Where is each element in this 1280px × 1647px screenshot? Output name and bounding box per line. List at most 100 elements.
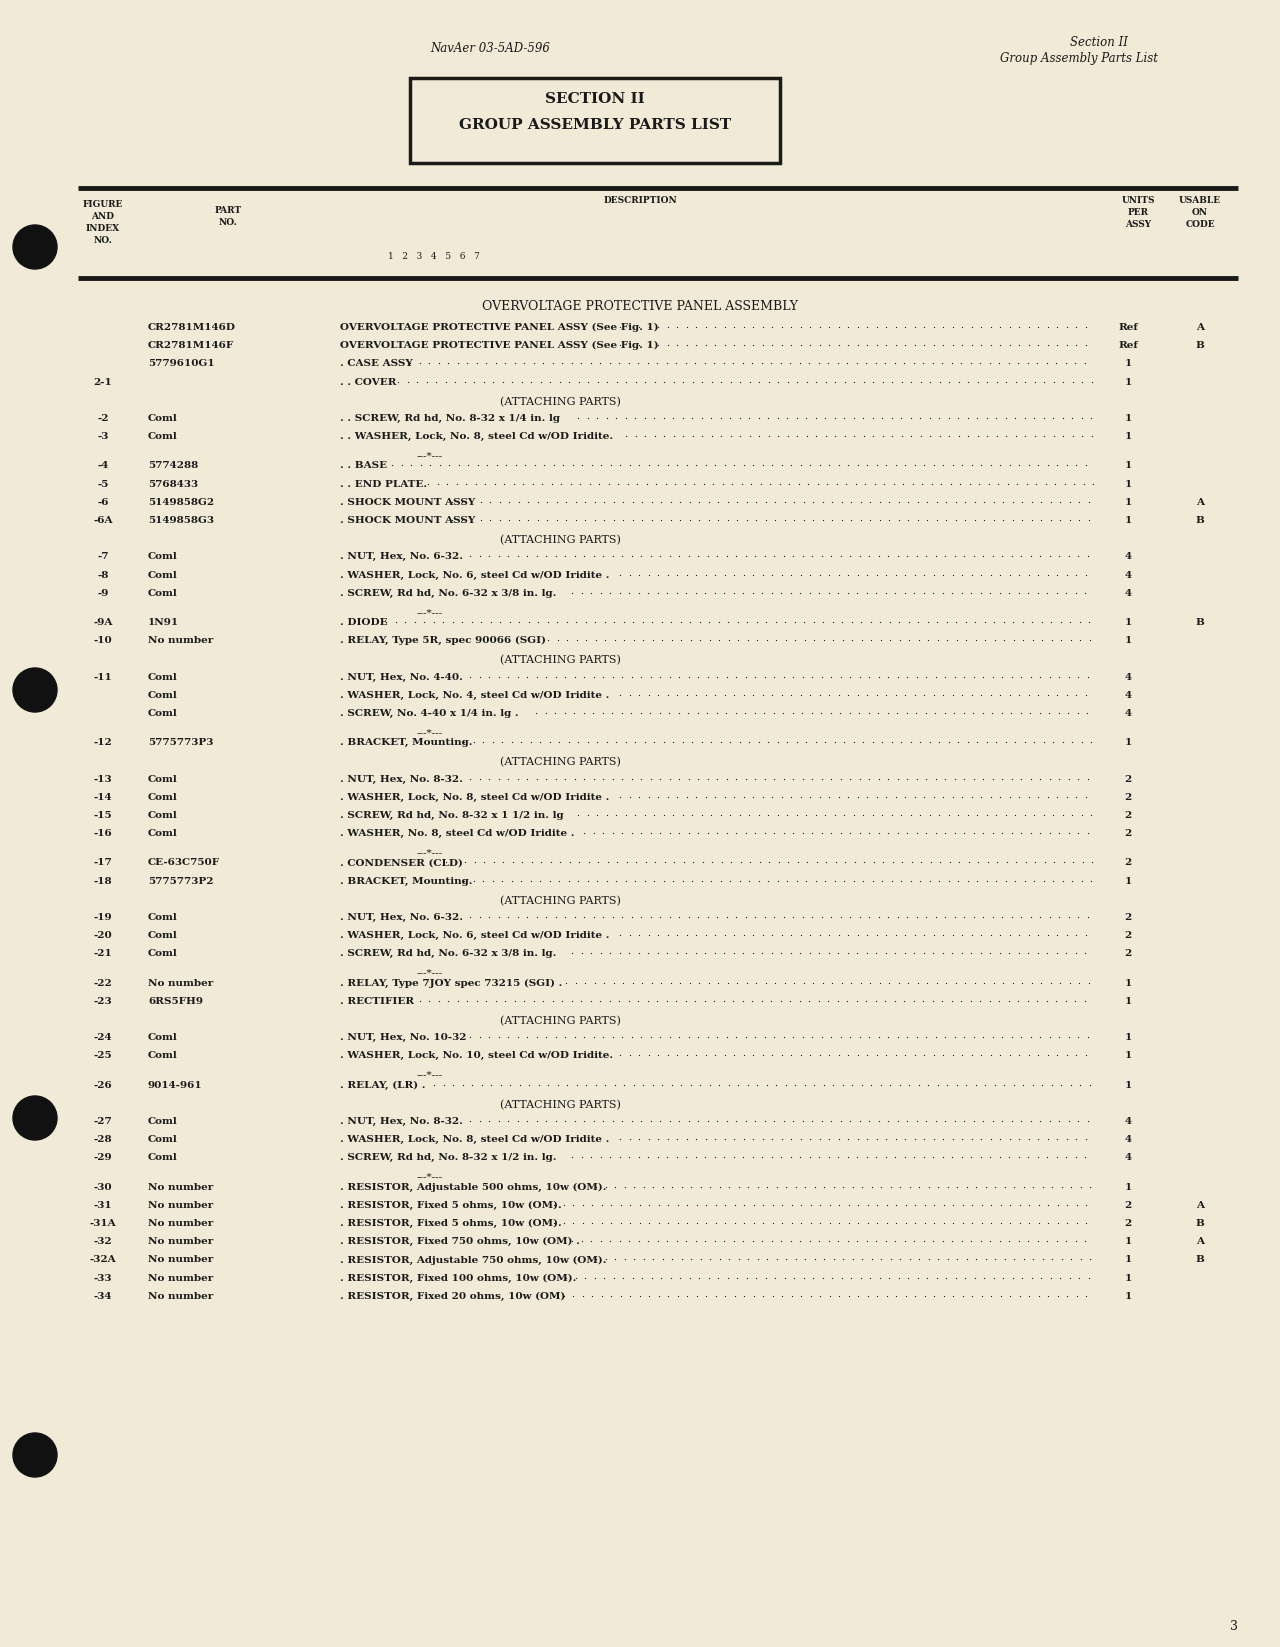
Text: -13: -13 <box>93 774 113 784</box>
Text: 2: 2 <box>1124 931 1132 940</box>
Text: . WASHER, Lock, No. 10, steel Cd w/OD Iridite.: . WASHER, Lock, No. 10, steel Cd w/OD Ir… <box>340 1051 613 1061</box>
Text: No number: No number <box>148 1201 214 1211</box>
Text: -32: -32 <box>93 1237 113 1247</box>
Text: -9A: -9A <box>93 618 113 628</box>
Text: Coml: Coml <box>148 1051 178 1061</box>
Text: -19: -19 <box>93 912 113 922</box>
Text: . SHOCK MOUNT ASSY: . SHOCK MOUNT ASSY <box>340 497 475 507</box>
Text: 2: 2 <box>1124 810 1132 820</box>
Text: 5149858G3: 5149858G3 <box>148 516 214 525</box>
Text: 1: 1 <box>1124 497 1132 507</box>
Text: . WASHER, Lock, No. 8, steel Cd w/OD Iridite .: . WASHER, Lock, No. 8, steel Cd w/OD Iri… <box>340 792 609 802</box>
Text: Coml: Coml <box>148 672 178 682</box>
Text: No number: No number <box>148 1237 214 1247</box>
Text: -24: -24 <box>93 1033 113 1043</box>
Text: 2-1: 2-1 <box>93 377 113 387</box>
Text: (ATTACHING PARTS): (ATTACHING PARTS) <box>499 896 621 906</box>
Text: ON: ON <box>1192 208 1208 217</box>
Circle shape <box>13 1433 58 1477</box>
Text: Coml: Coml <box>148 570 178 580</box>
Text: Coml: Coml <box>148 1033 178 1043</box>
Text: ---*---: ---*--- <box>417 728 443 738</box>
Text: . RESISTOR, Fixed 100 ohms, 10w (OM).: . RESISTOR, Fixed 100 ohms, 10w (OM). <box>340 1273 576 1283</box>
Text: 2: 2 <box>1124 1201 1132 1211</box>
Text: . BRACKET, Mounting.: . BRACKET, Mounting. <box>340 876 472 886</box>
Text: . NUT, Hex, No. 6-32.: . NUT, Hex, No. 6-32. <box>340 552 463 562</box>
Text: . SCREW, Rd hd, No. 6-32 x 3/8 in. lg.: . SCREW, Rd hd, No. 6-32 x 3/8 in. lg. <box>340 588 557 598</box>
Text: Coml: Coml <box>148 810 178 820</box>
Text: . RESISTOR, Fixed 5 ohms, 10w (OM).: . RESISTOR, Fixed 5 ohms, 10w (OM). <box>340 1201 562 1211</box>
Text: 4: 4 <box>1124 1153 1132 1163</box>
Text: (ATTACHING PARTS): (ATTACHING PARTS) <box>499 656 621 665</box>
Text: -23: -23 <box>93 996 113 1006</box>
Text: NO.: NO. <box>219 217 237 227</box>
Text: ---*---: ---*--- <box>417 451 443 461</box>
Text: 2: 2 <box>1124 858 1132 868</box>
Text: . BRACKET, Mounting.: . BRACKET, Mounting. <box>340 738 472 748</box>
Text: 1   2   3   4   5   6   7: 1 2 3 4 5 6 7 <box>388 252 480 260</box>
Text: . SCREW, Rd hd, No. 8-32 x 1/2 in. lg.: . SCREW, Rd hd, No. 8-32 x 1/2 in. lg. <box>340 1153 557 1163</box>
Text: OVERVOLTAGE PROTECTIVE PANEL ASSY (See Fig. 1): OVERVOLTAGE PROTECTIVE PANEL ASSY (See F… <box>340 323 659 333</box>
Text: No number: No number <box>148 1273 214 1283</box>
Text: 2: 2 <box>1124 949 1132 959</box>
Text: -3: -3 <box>97 432 109 441</box>
Text: -2: -2 <box>97 413 109 423</box>
Text: 1: 1 <box>1124 876 1132 886</box>
Text: GROUP ASSEMBLY PARTS LIST: GROUP ASSEMBLY PARTS LIST <box>460 119 731 132</box>
Text: ---*---: ---*--- <box>417 968 443 978</box>
Text: ASSY: ASSY <box>1125 221 1151 229</box>
Text: A: A <box>1196 323 1204 333</box>
Text: . CASE ASSY: . CASE ASSY <box>340 359 412 369</box>
Text: 4: 4 <box>1124 708 1132 718</box>
Text: -14: -14 <box>93 792 113 802</box>
Text: (ATTACHING PARTS): (ATTACHING PARTS) <box>499 1016 621 1026</box>
Text: . WASHER, Lock, No. 4, steel Cd w/OD Iridite .: . WASHER, Lock, No. 4, steel Cd w/OD Iri… <box>340 690 609 700</box>
Text: CODE: CODE <box>1185 221 1215 229</box>
Text: . RELAY, (LR) .: . RELAY, (LR) . <box>340 1080 425 1090</box>
Text: . NUT, Hex, No. 8-32.: . NUT, Hex, No. 8-32. <box>340 774 463 784</box>
Text: -34: -34 <box>93 1291 113 1301</box>
Text: . RESISTOR, Fixed 20 ohms, 10w (OM): . RESISTOR, Fixed 20 ohms, 10w (OM) <box>340 1291 566 1301</box>
Text: -32A: -32A <box>90 1255 116 1265</box>
Text: No number: No number <box>148 978 214 988</box>
Text: NavAer 03-5AD-596: NavAer 03-5AD-596 <box>430 43 550 54</box>
Text: 2: 2 <box>1124 912 1132 922</box>
Text: . . END PLATE.: . . END PLATE. <box>340 479 428 489</box>
Text: PER: PER <box>1128 208 1148 217</box>
Text: . WASHER, Lock, No. 6, steel Cd w/OD Iridite .: . WASHER, Lock, No. 6, steel Cd w/OD Iri… <box>340 570 609 580</box>
Text: . NUT, Hex, No. 10-32: . NUT, Hex, No. 10-32 <box>340 1033 466 1043</box>
Text: 4: 4 <box>1124 690 1132 700</box>
Text: Coml: Coml <box>148 774 178 784</box>
Text: ---*---: ---*--- <box>417 848 443 858</box>
Text: Coml: Coml <box>148 432 178 441</box>
Text: Coml: Coml <box>148 792 178 802</box>
Text: . WASHER, Lock, No. 8, steel Cd w/OD Iridite .: . WASHER, Lock, No. 8, steel Cd w/OD Iri… <box>340 1135 609 1145</box>
Text: -8: -8 <box>97 570 109 580</box>
Text: 5149858G2: 5149858G2 <box>148 497 214 507</box>
Text: 1: 1 <box>1124 516 1132 525</box>
Text: (ATTACHING PARTS): (ATTACHING PARTS) <box>499 397 621 407</box>
Text: Coml: Coml <box>148 949 178 959</box>
Text: 1: 1 <box>1124 1051 1132 1061</box>
Text: B: B <box>1196 341 1204 351</box>
Text: Coml: Coml <box>148 828 178 838</box>
Text: -9: -9 <box>97 588 109 598</box>
Text: A: A <box>1196 1237 1204 1247</box>
Text: 1N91: 1N91 <box>148 618 179 628</box>
Text: -6A: -6A <box>93 516 113 525</box>
Text: ---*---: ---*--- <box>417 1071 443 1079</box>
Text: 2: 2 <box>1124 792 1132 802</box>
Text: 1: 1 <box>1124 1033 1132 1043</box>
Text: 1: 1 <box>1124 1237 1132 1247</box>
Text: NO.: NO. <box>93 236 113 245</box>
Text: Coml: Coml <box>148 413 178 423</box>
Text: 4: 4 <box>1124 588 1132 598</box>
Text: . WASHER, Lock, No. 6, steel Cd w/OD Iridite .: . WASHER, Lock, No. 6, steel Cd w/OD Iri… <box>340 931 609 940</box>
Text: 1: 1 <box>1124 432 1132 441</box>
Text: SECTION II: SECTION II <box>545 92 645 105</box>
Text: B: B <box>1196 516 1204 525</box>
Text: . RESISTOR, Fixed 5 ohms, 10w (OM).: . RESISTOR, Fixed 5 ohms, 10w (OM). <box>340 1219 562 1229</box>
Text: ---*---: ---*--- <box>417 608 443 618</box>
Text: Coml: Coml <box>148 1135 178 1145</box>
Text: (ATTACHING PARTS): (ATTACHING PARTS) <box>499 535 621 545</box>
